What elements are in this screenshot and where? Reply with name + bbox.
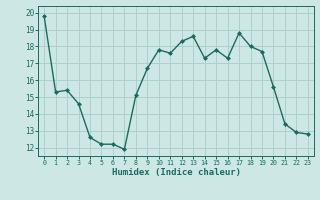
X-axis label: Humidex (Indice chaleur): Humidex (Indice chaleur): [111, 168, 241, 177]
